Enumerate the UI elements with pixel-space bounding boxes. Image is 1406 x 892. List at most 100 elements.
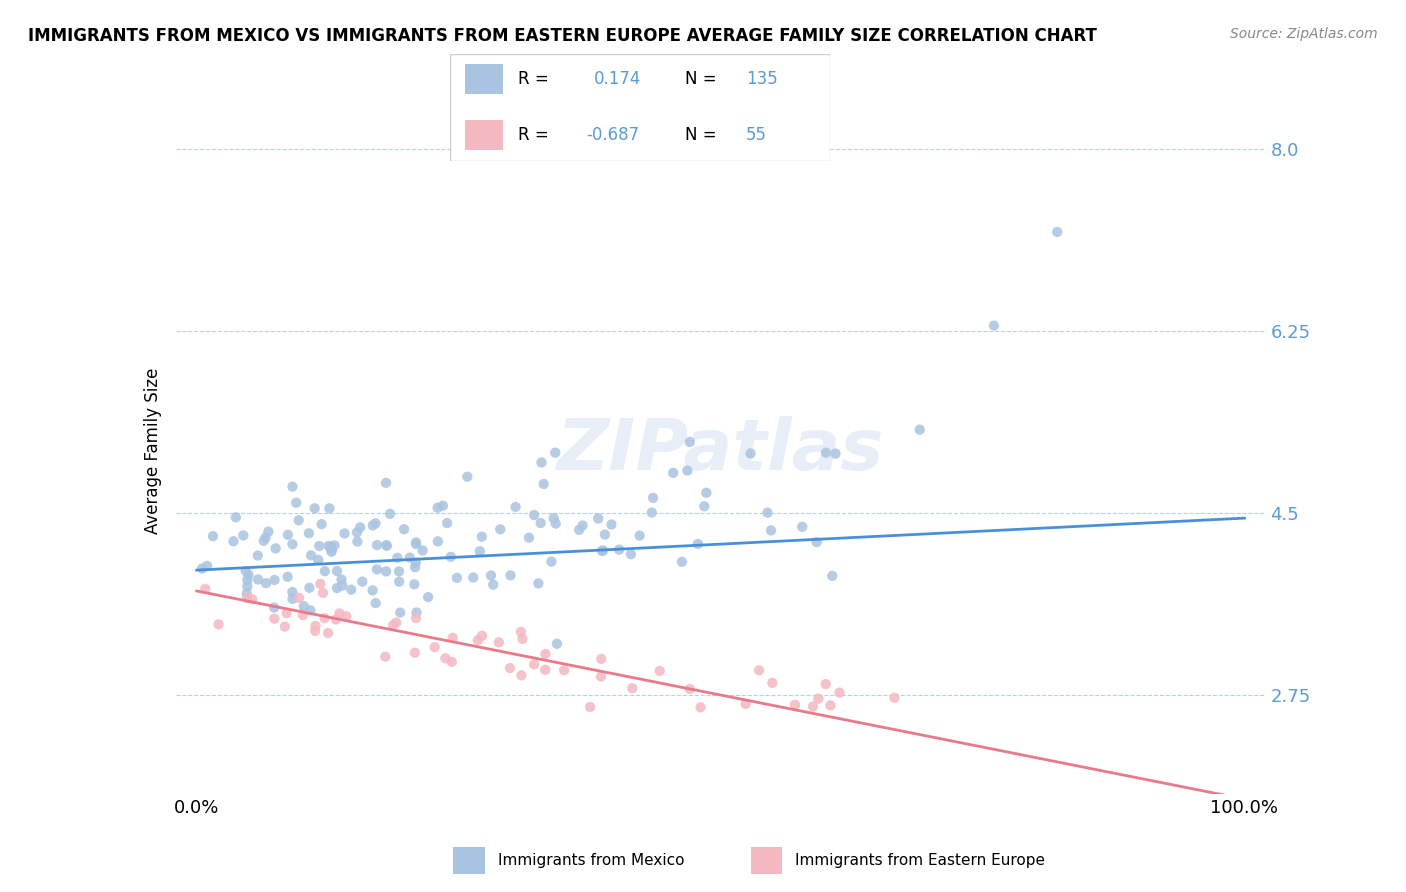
Point xyxy=(533,477,555,491)
Point xyxy=(333,526,356,541)
Text: 55: 55 xyxy=(747,126,768,144)
Point xyxy=(821,569,844,583)
Point xyxy=(446,571,468,585)
Point xyxy=(330,573,353,587)
Point xyxy=(824,447,846,461)
Point xyxy=(236,573,259,587)
Point xyxy=(591,652,613,666)
Point xyxy=(318,539,340,553)
Point xyxy=(257,524,280,539)
Point xyxy=(263,612,285,626)
Point xyxy=(530,455,553,469)
Point xyxy=(693,500,716,514)
Point xyxy=(571,518,593,533)
Point xyxy=(540,555,562,569)
Point xyxy=(388,565,411,579)
Point xyxy=(544,445,567,459)
Point xyxy=(510,668,533,682)
Point xyxy=(195,558,218,573)
Text: 135: 135 xyxy=(747,70,778,88)
Point xyxy=(621,681,644,696)
Point xyxy=(321,542,343,557)
Point xyxy=(307,553,329,567)
Point xyxy=(530,516,553,530)
Point xyxy=(620,547,643,561)
Point xyxy=(328,607,350,621)
Point xyxy=(191,561,214,575)
Text: -0.687: -0.687 xyxy=(586,126,640,144)
Point xyxy=(434,651,457,665)
Point xyxy=(792,520,814,534)
Point xyxy=(299,548,322,562)
Point xyxy=(471,530,494,544)
Point xyxy=(471,629,494,643)
Text: Immigrants from Mexico: Immigrants from Mexico xyxy=(498,854,685,868)
Point xyxy=(321,545,343,559)
Point xyxy=(389,606,412,620)
Point xyxy=(628,529,651,543)
Text: IMMIGRANTS FROM MEXICO VS IMMIGRANTS FROM EASTERN EUROPE AVERAGE FAMILY SIZE COR: IMMIGRANTS FROM MEXICO VS IMMIGRANTS FRO… xyxy=(28,27,1097,45)
Point xyxy=(467,633,489,648)
Point xyxy=(734,697,756,711)
Point xyxy=(468,544,491,558)
Point xyxy=(523,657,546,672)
Bar xyxy=(751,847,783,874)
Point xyxy=(254,531,277,545)
Point xyxy=(194,582,217,596)
Point xyxy=(517,531,540,545)
Point xyxy=(264,541,287,556)
Point xyxy=(600,517,623,532)
Text: Source: ZipAtlas.com: Source: ZipAtlas.com xyxy=(1230,27,1378,41)
Point xyxy=(382,618,405,632)
Point xyxy=(298,526,321,541)
Point xyxy=(312,586,335,600)
Point xyxy=(689,700,711,714)
Point xyxy=(412,543,434,558)
Point xyxy=(236,579,259,593)
Point xyxy=(281,591,304,606)
Point xyxy=(679,434,702,449)
Point xyxy=(281,537,304,551)
Point xyxy=(748,663,770,677)
Point xyxy=(314,564,336,578)
Point xyxy=(291,608,314,623)
Point xyxy=(586,511,609,525)
Point xyxy=(388,574,411,589)
Point xyxy=(801,699,824,714)
Point xyxy=(456,469,478,483)
Point xyxy=(426,500,449,515)
Point xyxy=(591,544,613,558)
Point xyxy=(276,606,298,620)
Text: Immigrants from Eastern Europe: Immigrants from Eastern Europe xyxy=(796,854,1045,868)
Point xyxy=(783,698,806,712)
Point xyxy=(505,500,527,514)
Point xyxy=(340,582,363,597)
Point xyxy=(405,556,427,570)
Text: R =: R = xyxy=(519,70,548,88)
Point xyxy=(285,496,308,510)
Point xyxy=(335,609,357,624)
Point xyxy=(807,691,830,706)
Point xyxy=(298,581,321,595)
Point xyxy=(641,506,664,520)
Point xyxy=(679,681,702,696)
Point xyxy=(281,585,304,599)
Point xyxy=(441,631,464,645)
Point xyxy=(314,611,336,625)
Point xyxy=(232,528,254,542)
Point xyxy=(274,619,297,633)
Point xyxy=(568,523,591,537)
Point xyxy=(546,637,568,651)
Point xyxy=(375,565,398,579)
Point xyxy=(304,624,326,638)
Y-axis label: Average Family Size: Average Family Size xyxy=(143,368,162,533)
Point xyxy=(426,534,449,549)
Point xyxy=(1046,225,1069,239)
Point xyxy=(527,576,550,591)
Point xyxy=(225,510,247,524)
Point xyxy=(326,581,349,595)
Point xyxy=(671,555,693,569)
Point xyxy=(695,485,717,500)
Point xyxy=(806,535,828,549)
Point xyxy=(436,516,458,530)
